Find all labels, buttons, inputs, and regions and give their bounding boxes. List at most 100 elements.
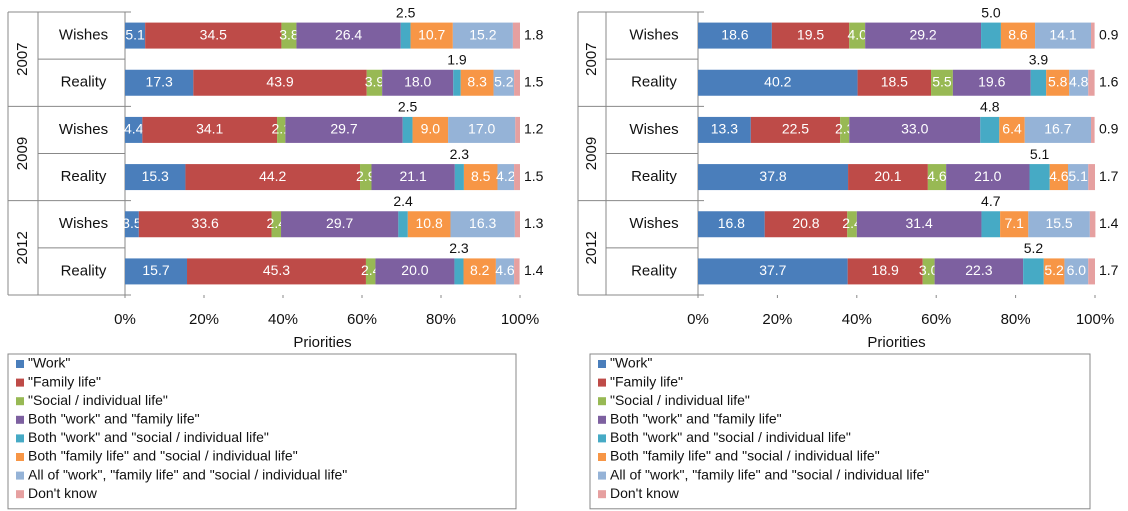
data-label: 6.0 [1067, 262, 1087, 278]
data-label: 43.9 [266, 73, 293, 89]
legend-label: Both "work" and "social / individual lif… [28, 429, 269, 445]
x-tick-label: 80% [426, 311, 456, 328]
bar-segment [934, 258, 1024, 285]
data-label: 8.6 [1008, 26, 1028, 42]
data-label: 5.2 [494, 73, 514, 89]
data-label: 8.2 [470, 262, 490, 278]
bar-segment [125, 22, 146, 49]
bar-segment [125, 116, 143, 143]
data-label: 4.6 [927, 168, 947, 184]
legend-swatch [16, 453, 24, 461]
data-label: 29.7 [330, 121, 357, 137]
bar-segment [514, 164, 520, 191]
bar-segment [453, 69, 461, 96]
group-label: 2012 [583, 231, 600, 264]
data-label: 4.4 [124, 121, 144, 137]
bar-segment [277, 116, 286, 143]
data-label: 0.9 [1099, 26, 1119, 42]
bar-segment [1046, 69, 1070, 96]
bar-segment [847, 258, 923, 285]
data-label: 1.5 [524, 73, 544, 89]
category-label: Wishes [629, 121, 678, 138]
bar-segment [848, 164, 928, 191]
bar-segment [185, 164, 361, 191]
data-label: 18.9 [872, 262, 899, 278]
bar-segment [927, 164, 947, 191]
data-label: 5.8 [1048, 73, 1068, 89]
bar-segment [1000, 22, 1036, 49]
bar-segment [1030, 69, 1047, 96]
data-label: 21.1 [400, 168, 427, 184]
legend-swatch [598, 490, 606, 499]
bar-segment [514, 69, 520, 96]
data-label: 8.5 [471, 168, 491, 184]
bar-segment [1088, 164, 1095, 191]
category-label: Wishes [59, 215, 108, 232]
bar-segment [698, 69, 858, 96]
data-label: 13.3 [711, 121, 738, 137]
bar-segment [400, 22, 411, 49]
data-label: 16.7 [1044, 121, 1071, 137]
bar-segment [281, 22, 297, 49]
bar-segment [1029, 164, 1050, 191]
bar-segment [125, 211, 139, 238]
bar-segment [931, 69, 953, 96]
legend-label: "Social / individual life" [610, 392, 750, 408]
bar-segment [125, 258, 188, 285]
bar-segment [497, 164, 515, 191]
data-label: 10.7 [418, 26, 445, 42]
legend-swatch [16, 415, 24, 424]
bar-segment [857, 69, 932, 96]
data-label: 20.0 [401, 262, 428, 278]
bar-segment [981, 211, 1001, 238]
legend-label: "Family life" [28, 373, 101, 389]
legend-swatch [598, 453, 606, 461]
data-label: 5.1 [1068, 168, 1088, 184]
bar-segment [698, 164, 849, 191]
bar-segment [365, 258, 376, 285]
data-label: 4.7 [981, 193, 1001, 209]
bar-segment [371, 164, 455, 191]
bar-segment [1069, 69, 1089, 96]
data-label: 2.5 [396, 4, 416, 20]
group-label: 2007 [14, 42, 31, 75]
data-label: 5.5 [932, 73, 952, 89]
data-label: 3.8 [279, 26, 299, 42]
data-label: 1.9 [447, 51, 467, 67]
data-label: 3.5 [122, 215, 142, 231]
legend-swatch [16, 378, 24, 387]
bar-segment [849, 22, 866, 49]
bar-segment [1000, 211, 1029, 238]
bar-segment [698, 116, 751, 143]
bar-segment [285, 116, 403, 143]
legend-label: "Work" [610, 355, 652, 371]
data-label: 29.2 [909, 26, 936, 42]
data-label: 33.6 [192, 215, 219, 231]
bar-segment [495, 258, 515, 285]
data-label: 20.1 [874, 168, 901, 184]
bar-segment [856, 211, 982, 238]
legend-swatch [598, 360, 606, 368]
legend-swatch [598, 397, 606, 406]
bar-segment [125, 164, 186, 191]
data-label: 4.0 [847, 26, 867, 42]
bar-segment [1028, 211, 1090, 238]
category-label: Reality [61, 168, 107, 185]
bar-segment [187, 258, 366, 285]
legend-label: "Social / individual life" [28, 392, 168, 408]
data-label: 15.5 [1045, 215, 1072, 231]
x-tick-label: 40% [842, 311, 872, 328]
group-label: 2009 [583, 137, 600, 170]
data-label: 2.9 [356, 168, 376, 184]
bar-segment [512, 22, 520, 49]
bar-segment [1091, 116, 1095, 143]
legend-label: Both "family life" and "social / individ… [610, 448, 880, 464]
bar-segment [847, 211, 857, 238]
category-label: Reality [631, 168, 677, 185]
category-label: Reality [61, 262, 107, 279]
bar-segment [271, 211, 282, 238]
data-label: 15.7 [142, 262, 169, 278]
category-label: Reality [61, 74, 107, 91]
data-label: 3.9 [365, 73, 385, 89]
data-label: 45.3 [263, 262, 290, 278]
